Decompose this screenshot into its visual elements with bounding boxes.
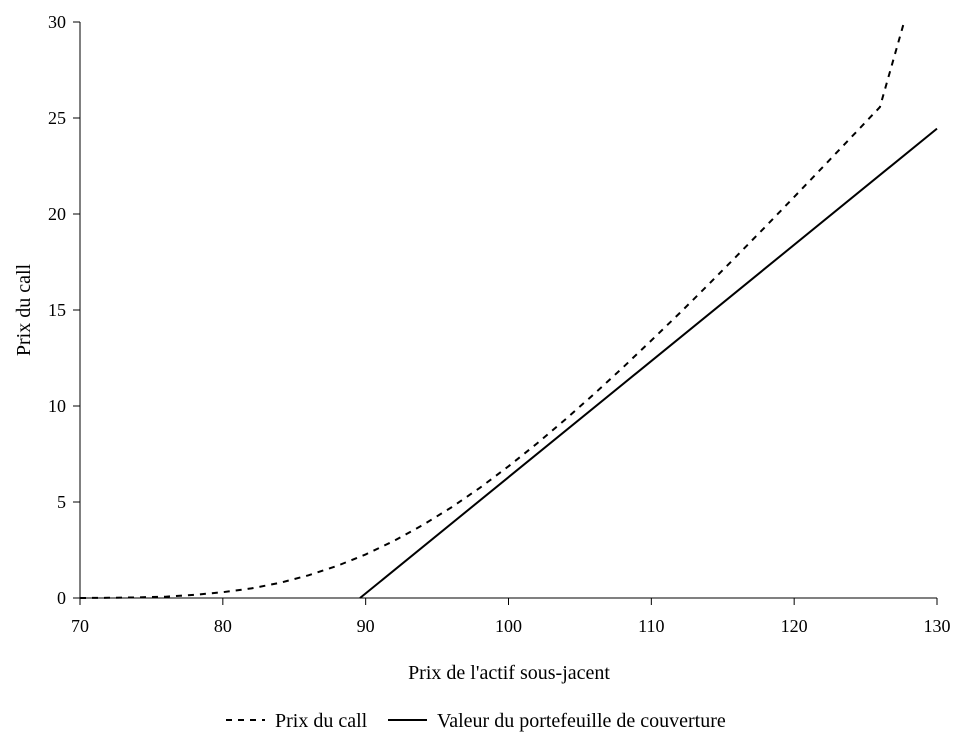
y-tick-label: 0 (57, 588, 66, 608)
labels: Prix de l'actif sous-jacent Prix du call (13, 263, 610, 684)
y-tick-label: 20 (48, 204, 66, 224)
legend-label-call-price: Prix du call (275, 710, 368, 732)
legend-label-hedge-portfolio: Valeur du portefeuille de couverture (437, 710, 726, 732)
x-tick-label: 70 (71, 616, 89, 636)
y-axis-title: Prix du call (13, 263, 35, 356)
legend: Prix du call Valeur du portefeuille de c… (226, 710, 726, 732)
series-line-hedge-portfolio (359, 127, 938, 599)
series-line-call-price (79, 21, 906, 599)
x-tick-label: 120 (781, 616, 808, 636)
series-layer (79, 21, 938, 599)
x-tick-label: 130 (924, 616, 951, 636)
y-tick-label: 25 (48, 108, 66, 128)
y-tick-label: 15 (48, 300, 66, 320)
x-axis-title: Prix de l'actif sous-jacent (408, 662, 610, 684)
x-tick-label: 80 (214, 616, 232, 636)
x-tick-label: 90 (357, 616, 375, 636)
x-tick-label: 110 (638, 616, 664, 636)
axes: 0 5 10 15 20 25 30 70 80 90 100 110 120 130 (48, 12, 951, 636)
y-tick-label: 5 (57, 492, 66, 512)
x-tick-label: 100 (495, 616, 522, 636)
y-tick-label: 10 (48, 396, 66, 416)
y-tick-label: 30 (48, 12, 66, 32)
